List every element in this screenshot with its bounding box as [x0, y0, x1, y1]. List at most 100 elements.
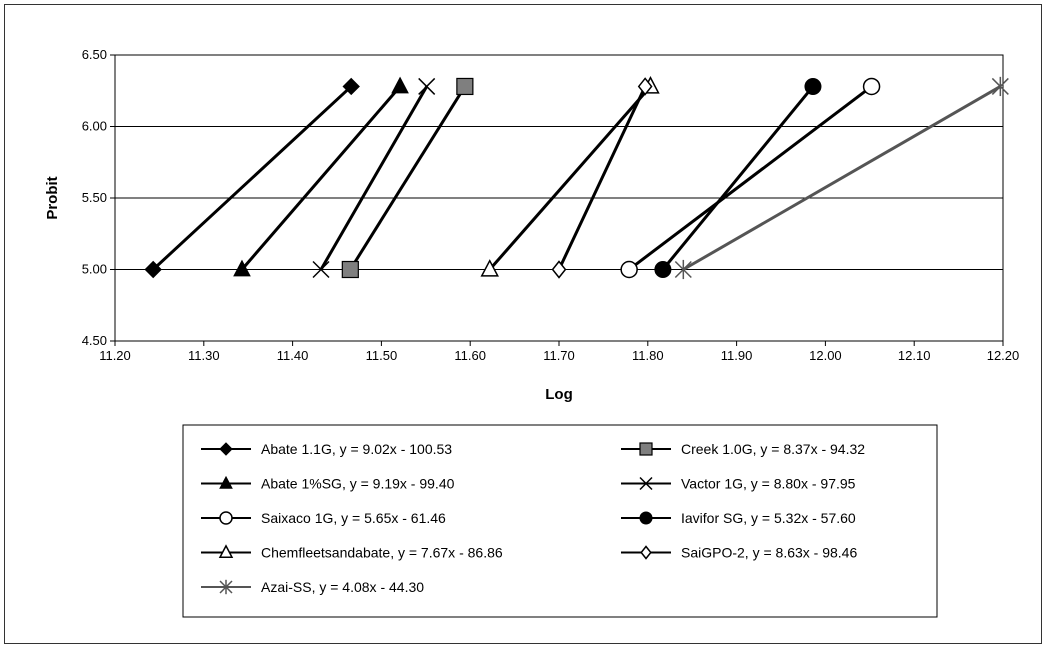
legend: Abate 1.1G, y = 9.02x - 100.53 Creek 1.0G…	[182, 424, 938, 618]
series-line	[240, 85, 402, 271]
series-5	[654, 77, 822, 278]
x-tick-label: 11.20	[99, 348, 131, 363]
marker-triangle-open	[218, 544, 234, 559]
legend-label: Abate 1.1G, y = 9.02x - 100.53	[261, 441, 452, 457]
marker-square-gray	[341, 260, 359, 279]
marker-circle-open	[620, 260, 638, 279]
circle-marker	[804, 77, 822, 95]
diamond-marker	[551, 260, 567, 279]
marker-star	[991, 76, 1009, 97]
y-tick-label: 6.50	[82, 47, 107, 62]
diamond-marker	[637, 77, 653, 96]
legend-item: Abate 1%SG, y = 9.19x - 99.40	[201, 476, 455, 492]
series-line	[319, 85, 428, 271]
x-marker-stroke	[639, 476, 653, 491]
x-tick-label: 11.70	[543, 348, 575, 363]
marker-triangle-open	[480, 259, 499, 277]
x-tick-label: 11.30	[188, 348, 220, 363]
series-7	[551, 77, 653, 279]
legend-label: Azai-SS, y = 4.08x - 44.30	[261, 579, 424, 595]
series-layer	[144, 76, 1009, 280]
marker-square-gray	[456, 77, 474, 96]
axes-layer: 4.50 5.00 5.50 6.00 6.50 11.20 11.30 11.40 11.50…	[82, 47, 1020, 363]
legend-item: Abate 1.1G, y = 9.02x - 100.53	[201, 441, 452, 457]
legend-label: SaiGPO-2, y = 8.63x - 98.46	[681, 545, 857, 561]
legend-item: Creek 1.0G, y = 8.37x - 94.32	[621, 441, 865, 457]
square-marker	[456, 77, 474, 96]
marker-triangle-filled	[391, 76, 409, 94]
x-tick-label: 12.00	[809, 348, 842, 363]
y-tick-label: 5.00	[82, 262, 107, 277]
marker-diamond-filled	[342, 77, 360, 96]
series-line	[628, 85, 873, 271]
x-tick-label: 11.60	[454, 348, 486, 363]
triangle-marker	[218, 544, 234, 559]
square-marker	[639, 442, 653, 456]
triangle-marker	[480, 259, 499, 277]
series-2	[233, 76, 409, 277]
marker-circle-filled	[654, 261, 672, 278]
marker-triangle-filled	[233, 259, 251, 277]
diamond-marker	[144, 260, 162, 279]
series-line	[152, 85, 353, 271]
marker-circle-filled	[804, 77, 822, 95]
marker-diamond-open	[551, 260, 567, 279]
legend-item: SaiGPO-2, y = 8.63x - 98.46	[621, 545, 857, 561]
diamond-marker	[640, 545, 652, 560]
series-8	[674, 76, 1009, 280]
series-line	[661, 85, 815, 271]
legend-box	[182, 424, 938, 618]
chart-frame: 4.50 5.00 5.50 6.00 6.50 11.20 11.30 11.40 11.50…	[4, 4, 1042, 644]
x-marker-stroke	[418, 77, 436, 95]
x-tick-label: 11.50	[366, 348, 398, 363]
circle-marker	[620, 260, 638, 279]
marker-star	[219, 579, 233, 595]
marker-diamond-open	[637, 77, 653, 96]
triangle-marker	[233, 259, 251, 277]
marker-circle-open	[862, 77, 881, 96]
legend-item: Iavifor SG, y = 5.32x - 57.60	[621, 510, 856, 526]
chart-svg: 4.50 5.00 5.50 6.00 6.50 11.20 11.30 11.40 11.50…	[44, 47, 1020, 618]
legend-label: Creek 1.0G, y = 8.37x - 94.32	[681, 441, 865, 457]
x-tick-label: 12.20	[987, 348, 1020, 363]
series-1	[341, 77, 474, 279]
square-marker	[341, 260, 359, 279]
marker-square-gray	[639, 442, 653, 456]
x-tick-label: 11.40	[277, 348, 309, 363]
triangle-marker	[391, 76, 409, 94]
marker-x	[312, 260, 330, 279]
diamond-marker	[342, 77, 360, 96]
grid-layer	[115, 126, 1003, 270]
series-4	[620, 77, 881, 279]
y-tick-label: 6.00	[82, 119, 107, 134]
diamond-marker	[219, 442, 233, 456]
marker-diamond-filled	[219, 442, 233, 456]
marker-x	[639, 476, 653, 491]
legend-label: Saixaco 1G, y = 5.65x - 61.46	[261, 510, 446, 526]
legend-label: Abate 1%SG, y = 9.19x - 99.40	[261, 476, 455, 492]
marker-diamond-filled	[144, 260, 162, 279]
triangle-marker	[219, 475, 233, 489]
series-line	[488, 85, 652, 271]
marker-diamond-open	[640, 545, 652, 560]
marker-circle-open	[219, 511, 233, 525]
x-tick-label: 11.90	[721, 348, 753, 363]
x-tick-label: 11.80	[632, 348, 664, 363]
marker-circle-filled	[639, 511, 653, 525]
circle-marker	[862, 77, 881, 96]
marker-x	[418, 77, 436, 95]
legend-label: Iavifor SG, y = 5.32x - 57.60	[681, 510, 856, 526]
legend-item: Chemfleetsandabate, y = 7.67x - 86.86	[201, 544, 503, 561]
x-tick-label: 12.10	[898, 348, 931, 363]
series-line	[557, 85, 647, 271]
series-line	[682, 85, 1002, 271]
x-axis-title: Log	[545, 386, 573, 403]
y-tick-label: 5.50	[82, 190, 107, 205]
circle-marker	[639, 511, 653, 525]
series-3	[312, 77, 436, 279]
x-marker-stroke	[312, 260, 330, 279]
legend-item: Vactor 1G, y = 8.80x - 97.95	[621, 476, 856, 492]
series-0	[144, 77, 360, 279]
legend-item: Saixaco 1G, y = 5.65x - 61.46	[201, 510, 446, 526]
marker-star	[674, 259, 692, 280]
